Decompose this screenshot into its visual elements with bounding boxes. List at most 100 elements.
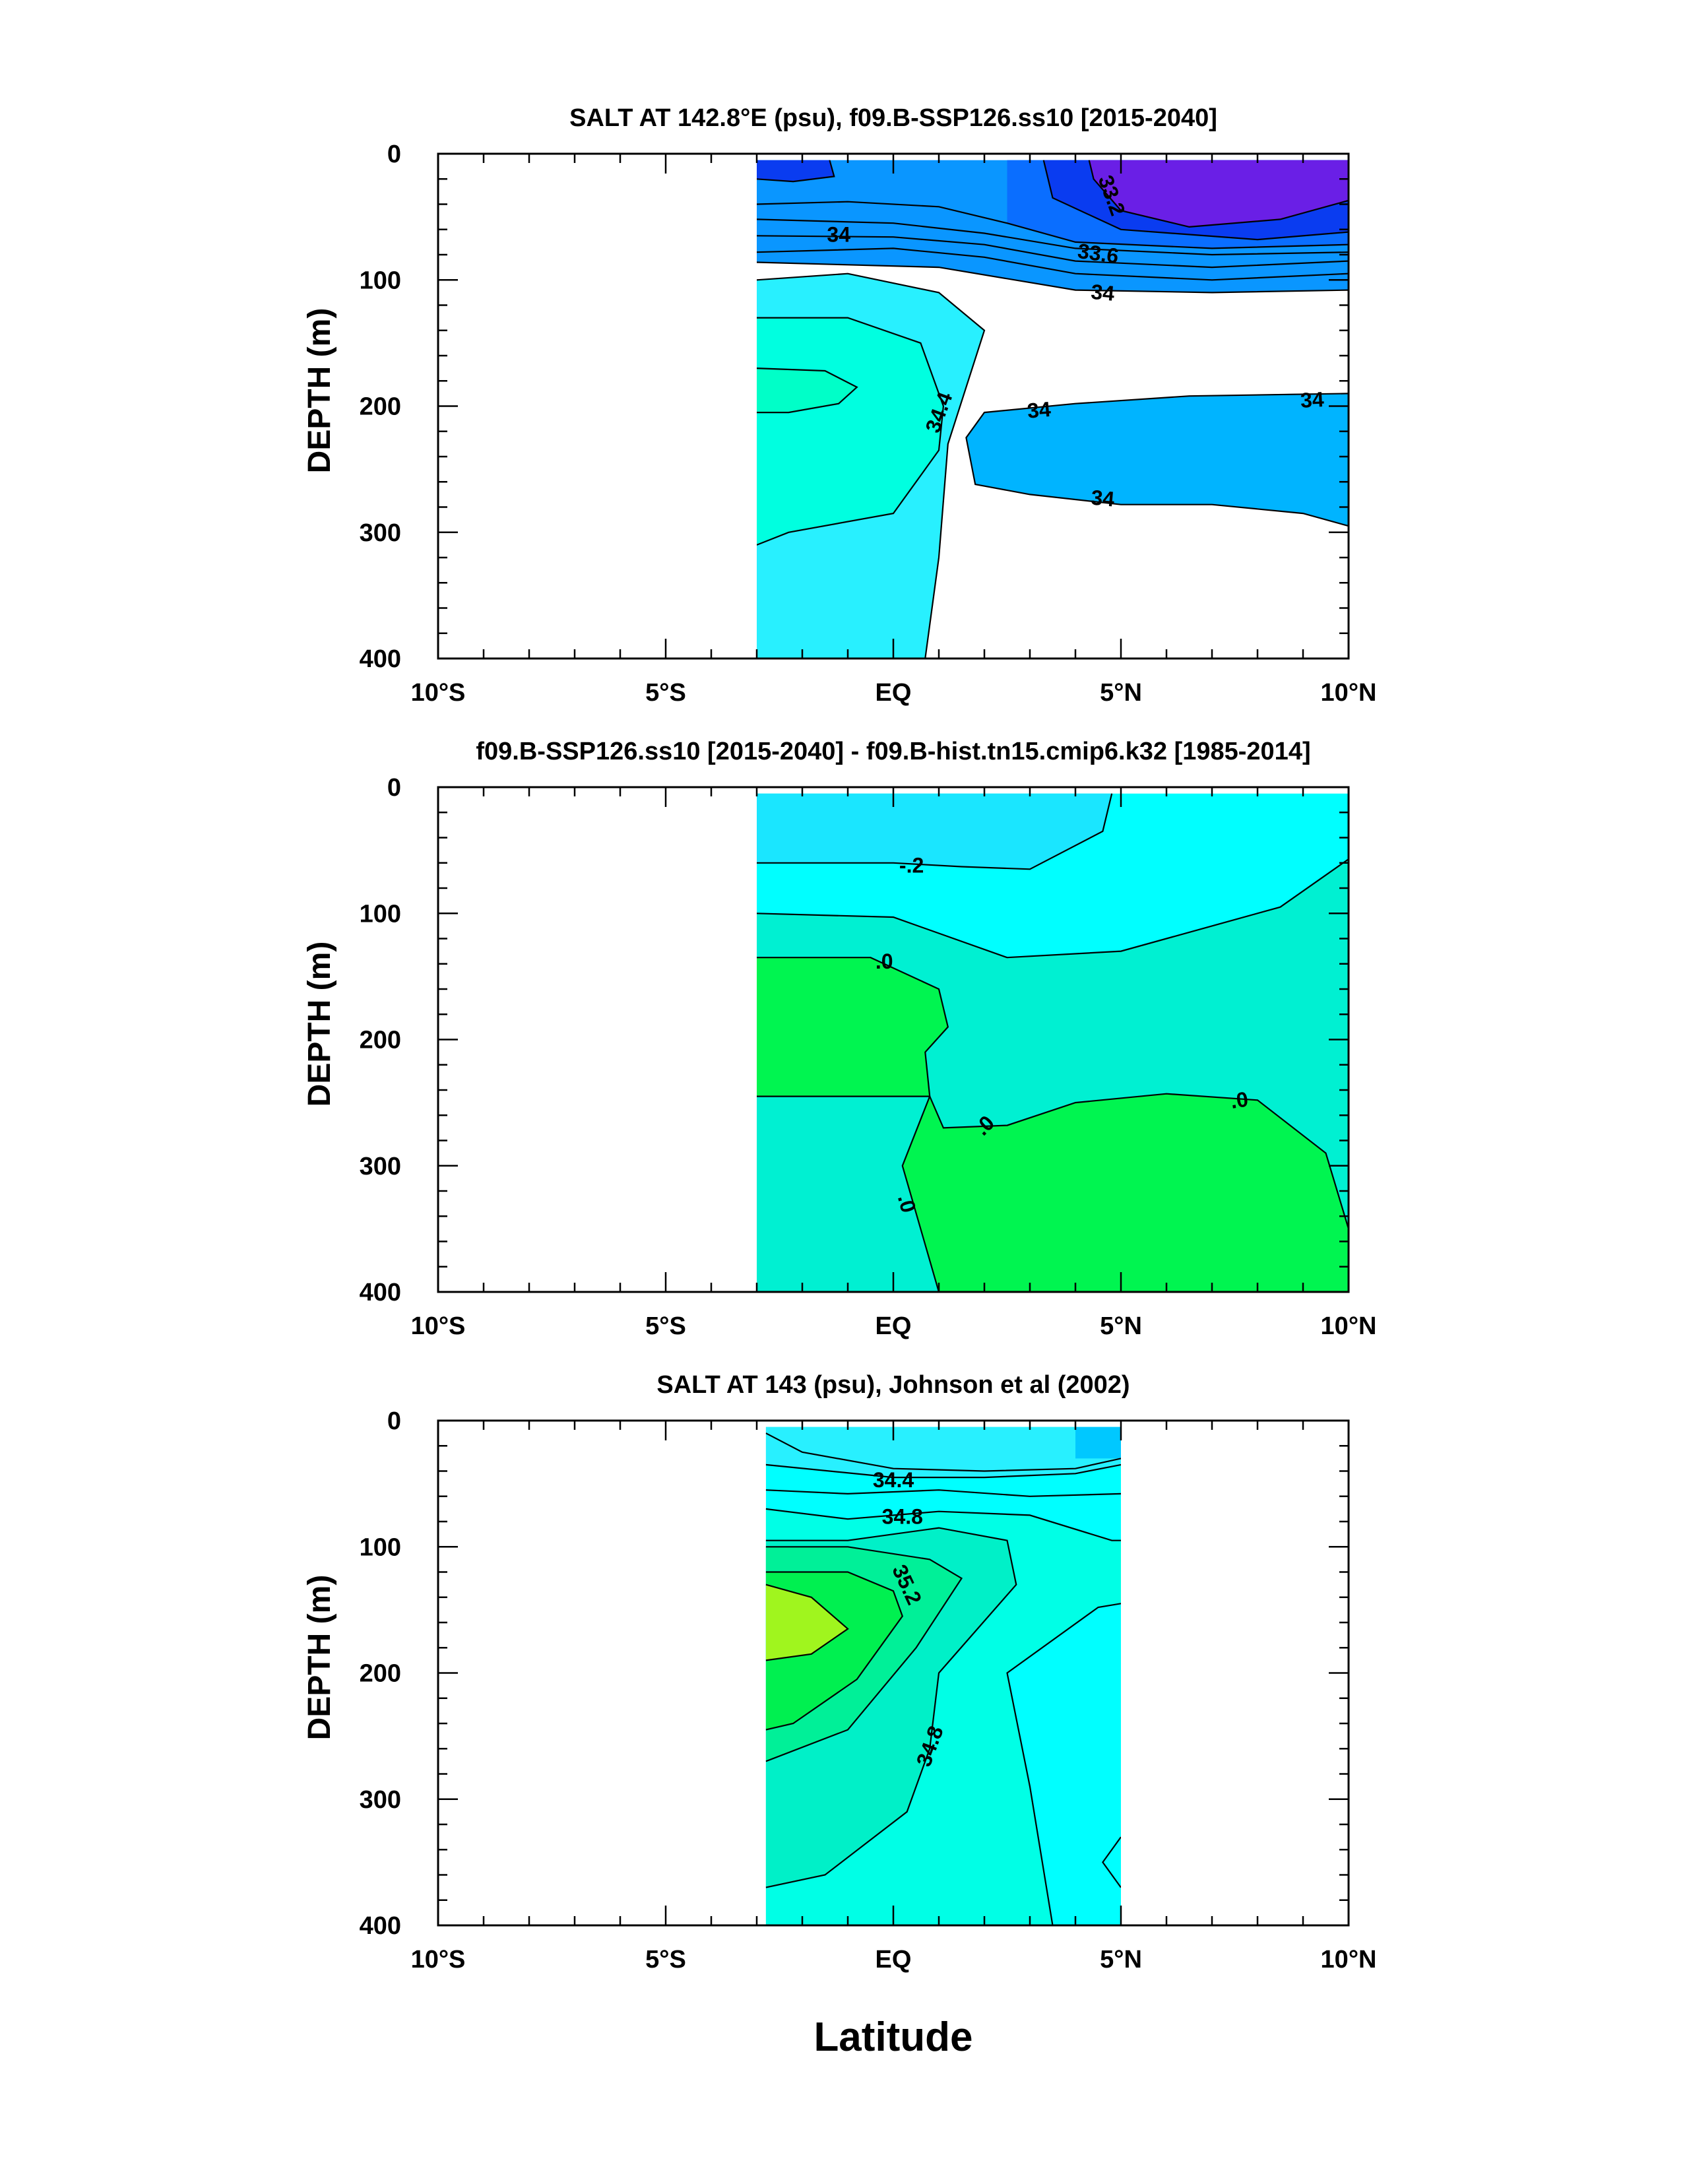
- panel-2-contour-4: [901, 1093, 1349, 1292]
- panel-1-contour-3: [757, 235, 1349, 269]
- panel-1-contour-11: [757, 368, 858, 414]
- panel-1-contour-label-4: 34: [1090, 280, 1116, 305]
- panel-2-y-tick-label: 100: [360, 900, 401, 928]
- panel-1-contour-10: [757, 317, 945, 546]
- panel-2-x-tick-label: 5°S: [645, 1312, 686, 1340]
- panel-2-title: f09.B-SSP126.ss10 [2015-2040] - f09.B-hi…: [476, 738, 1310, 765]
- panel-3-contour-5: [765, 1527, 1017, 1888]
- panel-2-contour-2: [757, 858, 1349, 959]
- panel-1-region-9: [1089, 160, 1349, 227]
- panel-1-title: SALT AT 142.8°E (psu), f09.B-SSP126.ss10…: [569, 104, 1217, 132]
- panel-3-y-tick-label: 300: [360, 1786, 401, 1814]
- panel-2: f09.B-SSP126.ss10 [2015-2040] - f09.B-hi…: [302, 738, 1376, 1340]
- panel-1-contour-6: [1042, 160, 1349, 241]
- panel-3-x-tick-label: 10°N: [1321, 1946, 1377, 1974]
- panel-1-y-tick-label: 200: [360, 393, 401, 421]
- panel-2-x-tick-label: 10°N: [1321, 1312, 1377, 1340]
- panel-1-contour-8: [757, 160, 835, 183]
- panel-3-contour-2: [765, 1463, 1122, 1479]
- panel-1-x-tick-label: 5°N: [1100, 679, 1142, 707]
- panel-1-x-tick-label: 5°S: [645, 679, 686, 707]
- panel-2-y-ticks: 0 100 200 300 400: [360, 774, 1349, 1306]
- panel-3-contour-1: [765, 1432, 1122, 1472]
- panel-3-y-tick-label: 200: [360, 1660, 401, 1688]
- panel-2-x-tick-label: EQ: [876, 1312, 912, 1340]
- panel-1-contour-1: [757, 201, 1349, 249]
- panel-3-y-tick-label: 0: [387, 1407, 401, 1435]
- panel-3-field: 34.434.835.234.8: [765, 1427, 1122, 1925]
- panel-1-contour-9: [757, 273, 986, 658]
- panel-3-x-tick-label: 5°S: [645, 1946, 686, 1974]
- panel-3-title: SALT AT 143 (psu), Johnson et al (2002): [656, 1371, 1130, 1399]
- panel-3-y-tick-label: 400: [360, 1912, 401, 1940]
- panel-1-contour-2: [757, 218, 1349, 256]
- panel-1-y-tick-label: 0: [387, 141, 401, 168]
- panel-3: SALT AT 143 (psu), Johnson et al (2002) …: [302, 1371, 1376, 1974]
- panel-3-contour-label-1: 34.4: [873, 1468, 914, 1492]
- panel-2-contour-label-2: .0: [876, 949, 893, 973]
- panel-1-contour-label-3: 33.6: [1076, 239, 1120, 268]
- panel-3-contour-9: [1006, 1603, 1122, 1925]
- panel-3-region-8: [765, 1584, 848, 1661]
- panel-1-region-4: [966, 393, 1349, 527]
- panel-1-contour-label-6: 34: [1027, 397, 1052, 423]
- panel-1-y-ticks: 0 100 200 300 400: [360, 141, 1349, 673]
- panel-2-y-tick-label: 300: [360, 1153, 401, 1180]
- panel-1-contour-12: [965, 393, 1349, 527]
- panel-1-y-tick-label: 300: [360, 519, 401, 547]
- panel-3-contour-3: [765, 1489, 1122, 1497]
- panel-3-y-tick-label: 100: [360, 1533, 401, 1561]
- panel-1-contour-label-8: 34: [1090, 486, 1116, 511]
- panel-3-contour-label-2: 34.8: [882, 1504, 923, 1528]
- panel-1-region-8: [757, 160, 835, 182]
- panel-2-ylabel: DEPTH (m): [302, 942, 337, 1107]
- panel-1-x-tick-label: 10°S: [411, 679, 466, 707]
- panel-1-contour-label-7: 34: [1300, 387, 1325, 412]
- panel-2-region-4: [757, 957, 948, 1097]
- panel-3-x-tick-label: 5°N: [1100, 1946, 1142, 1974]
- panel-1-x-tick-label: 10°N: [1321, 679, 1377, 707]
- panel-3-ylabel: DEPTH (m): [302, 1575, 337, 1741]
- panel-1-x-tick-label: EQ: [876, 679, 912, 707]
- panel-3-contour-10: [1102, 1836, 1122, 1888]
- panel-2-y-tick-label: 400: [360, 1279, 401, 1306]
- panel-2-region-3: [757, 793, 1112, 870]
- panel-1: SALT AT 142.8°E (psu), f09.B-SSP126.ss10…: [302, 104, 1376, 707]
- panel-3-region-3: [1075, 1427, 1121, 1459]
- panel-3-y-ticks: 0 100 200 300 400: [360, 1407, 1349, 1940]
- panel-2-y-tick-label: 0: [387, 774, 401, 802]
- panel-2-contour-3: [757, 957, 949, 1097]
- panel-3-x-tick-label: EQ: [876, 1946, 912, 1974]
- panel-1-contour-label-2: 34: [827, 222, 850, 246]
- panel-2-field: -.2.0.0.0.0: [757, 793, 1349, 1292]
- panel-3-contour-4: [765, 1508, 1121, 1541]
- panel-2-x-tick-label: 5°N: [1100, 1312, 1142, 1340]
- panel-2-contour-label-4: .0: [1229, 1087, 1250, 1113]
- x-axis-label: Latitude: [813, 2014, 972, 2060]
- panel-2-region-5: [902, 1093, 1349, 1292]
- panel-3-x-tick-label: 10°S: [411, 1946, 466, 1974]
- panel-1-y-tick-label: 400: [360, 645, 401, 673]
- panel-2-contour-1: [757, 793, 1113, 870]
- panel-1-x-ticks: 10°S 5°S EQ 5°N 10°N: [411, 154, 1377, 707]
- panel-3-contour-8: [765, 1584, 849, 1661]
- panel-2-y-tick-label: 200: [360, 1027, 401, 1054]
- panel-1-contour-5: [757, 261, 1349, 294]
- panel-3-region-2: [765, 1427, 1121, 1478]
- panel-3-x-ticks: 10°S 5°S EQ 5°N 10°N: [411, 1421, 1377, 1974]
- panel-3-plot: 34.434.835.234.810°S 5°S EQ 5°N 10°N01002003…: [360, 1407, 1377, 1974]
- panel-3-contour-7: [765, 1571, 904, 1731]
- panel-1-contour-7: [1088, 160, 1349, 228]
- panel-1-y-tick-label: 100: [360, 267, 401, 294]
- panel-3-contour-6: [765, 1546, 963, 1762]
- panel-1-region-3: [757, 368, 857, 413]
- panel-2-x-ticks: 10°S 5°S EQ 5°N 10°N: [411, 787, 1377, 1340]
- panel-1-contour-4: [757, 247, 1349, 281]
- panel-2-contour-label-1: -.2: [899, 854, 924, 878]
- panel-1-ylabel: DEPTH (m): [302, 308, 337, 474]
- panel-2-x-tick-label: 10°S: [411, 1312, 466, 1340]
